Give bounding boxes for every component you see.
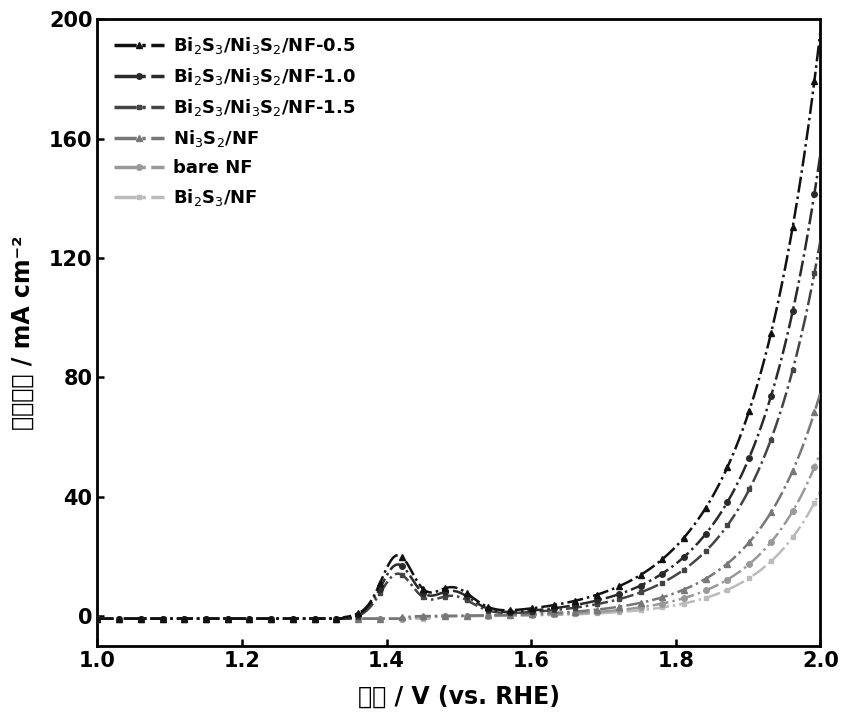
Line: Bi$_2$S$_3$/Ni$_3$S$_2$/NF-1.5: Bi$_2$S$_3$/Ni$_3$S$_2$/NF-1.5: [95, 238, 823, 621]
Bi$_2$S$_3$/Ni$_3$S$_2$/NF-0.5: [93, 614, 103, 623]
Bi$_2$S$_3$/Ni$_3$S$_2$/NF-1.5: [93, 614, 103, 623]
Bi$_2$S$_3$/NF: [637, 606, 647, 614]
X-axis label: 电位 / V (vs. RHE): 电位 / V (vs. RHE): [358, 685, 560, 709]
bare NF: [575, 608, 586, 617]
Line: bare NF: bare NF: [94, 449, 824, 621]
Y-axis label: 电流密度 / mA cm⁻²: 电流密度 / mA cm⁻²: [11, 235, 35, 430]
bare NF: [815, 448, 825, 456]
Bi$_2$S$_3$/NF: [419, 614, 429, 623]
Bi$_2$S$_3$/Ni$_3$S$_2$/NF-1.0: [518, 607, 529, 616]
Bi$_2$S$_3$/Ni$_3$S$_2$/NF-1.0: [575, 600, 586, 608]
Ni$_3$S$_2$/NF: [93, 614, 103, 623]
bare NF: [419, 613, 429, 621]
Bi$_2$S$_3$/Ni$_3$S$_2$/NF-1.5: [518, 608, 529, 617]
Bi$_2$S$_3$/NF: [93, 614, 103, 623]
bare NF: [278, 614, 288, 623]
Bi$_2$S$_3$/Ni$_3$S$_2$/NF-1.5: [419, 594, 429, 603]
Line: Bi$_2$S$_3$/NF: Bi$_2$S$_3$/NF: [95, 488, 823, 621]
Bi$_2$S$_3$/Ni$_3$S$_2$/NF-1.0: [637, 580, 647, 589]
Bi$_2$S$_3$/Ni$_3$S$_2$/NF-1.0: [93, 614, 103, 623]
Line: Ni$_3$S$_2$/NF: Ni$_3$S$_2$/NF: [94, 390, 824, 621]
Legend: Bi$_2$S$_3$/Ni$_3$S$_2$/NF-0.5, Bi$_2$S$_3$/Ni$_3$S$_2$/NF-1.0, Bi$_2$S$_3$/Ni$_: Bi$_2$S$_3$/Ni$_3$S$_2$/NF-0.5, Bi$_2$S$…: [106, 28, 363, 215]
Ni$_3$S$_2$/NF: [220, 614, 230, 623]
Bi$_2$S$_3$/Ni$_3$S$_2$/NF-1.5: [220, 614, 230, 623]
Line: Bi$_2$S$_3$/Ni$_3$S$_2$/NF-0.5: Bi$_2$S$_3$/Ni$_3$S$_2$/NF-0.5: [94, 28, 824, 621]
Ni$_3$S$_2$/NF: [815, 388, 825, 397]
Bi$_2$S$_3$/NF: [815, 487, 825, 495]
Bi$_2$S$_3$/Ni$_3$S$_2$/NF-0.5: [278, 614, 288, 623]
Bi$_2$S$_3$/Ni$_3$S$_2$/NF-1.0: [419, 590, 429, 598]
bare NF: [220, 614, 230, 623]
Bi$_2$S$_3$/Ni$_3$S$_2$/NF-1.0: [278, 614, 288, 623]
bare NF: [518, 611, 529, 619]
Bi$_2$S$_3$/Ni$_3$S$_2$/NF-1.5: [637, 588, 647, 596]
Ni$_3$S$_2$/NF: [575, 607, 586, 616]
Ni$_3$S$_2$/NF: [518, 610, 529, 618]
Bi$_2$S$_3$/NF: [220, 614, 230, 623]
Bi$_2$S$_3$/Ni$_3$S$_2$/NF-1.5: [278, 614, 288, 623]
Bi$_2$S$_3$/Ni$_3$S$_2$/NF-0.5: [575, 595, 586, 604]
Bi$_2$S$_3$/NF: [278, 614, 288, 623]
Ni$_3$S$_2$/NF: [637, 598, 647, 607]
Bi$_2$S$_3$/Ni$_3$S$_2$/NF-0.5: [637, 570, 647, 578]
Bi$_2$S$_3$/NF: [518, 611, 529, 620]
Bi$_2$S$_3$/Ni$_3$S$_2$/NF-0.5: [220, 614, 230, 623]
Bi$_2$S$_3$/Ni$_3$S$_2$/NF-0.5: [419, 586, 429, 595]
Ni$_3$S$_2$/NF: [278, 614, 288, 623]
Bi$_2$S$_3$/Ni$_3$S$_2$/NF-0.5: [815, 27, 825, 35]
Ni$_3$S$_2$/NF: [419, 612, 429, 621]
bare NF: [637, 603, 647, 611]
Bi$_2$S$_3$/Ni$_3$S$_2$/NF-1.0: [220, 614, 230, 623]
Bi$_2$S$_3$/NF: [575, 610, 586, 618]
Bi$_2$S$_3$/Ni$_3$S$_2$/NF-1.5: [575, 603, 586, 611]
Bi$_2$S$_3$/Ni$_3$S$_2$/NF-1.5: [815, 235, 825, 244]
bare NF: [93, 614, 103, 623]
Bi$_2$S$_3$/Ni$_3$S$_2$/NF-1.0: [815, 149, 825, 158]
Bi$_2$S$_3$/Ni$_3$S$_2$/NF-0.5: [518, 605, 529, 613]
Line: Bi$_2$S$_3$/Ni$_3$S$_2$/NF-1.0: Bi$_2$S$_3$/Ni$_3$S$_2$/NF-1.0: [94, 150, 824, 621]
